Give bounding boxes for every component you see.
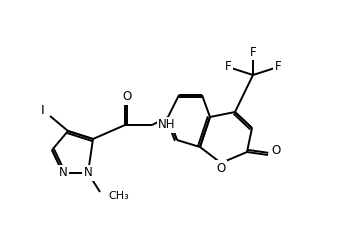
Text: F: F [250, 46, 256, 59]
Text: CH₃: CH₃ [108, 191, 129, 201]
Text: N: N [84, 167, 92, 180]
Text: I: I [41, 104, 45, 118]
Text: O: O [272, 144, 281, 156]
Text: F: F [225, 60, 231, 73]
Text: NH: NH [158, 119, 176, 132]
Text: F: F [275, 60, 281, 73]
Text: N: N [59, 167, 67, 180]
Text: O: O [216, 162, 225, 174]
Text: O: O [122, 90, 132, 103]
